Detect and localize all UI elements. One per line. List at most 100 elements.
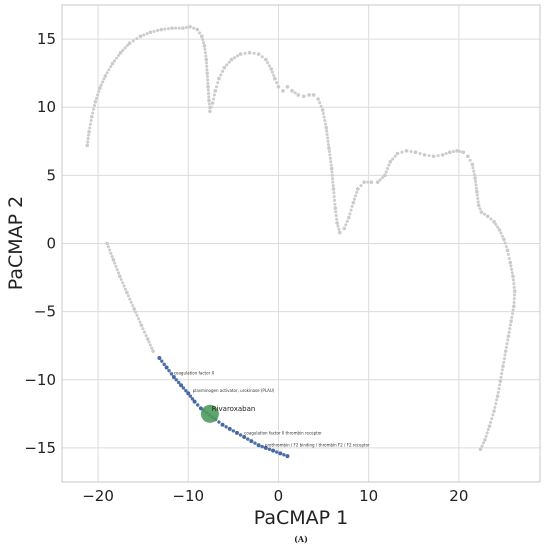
background-point <box>88 122 92 126</box>
background-point <box>507 256 511 261</box>
annotation-label: coagulation factor X <box>174 370 215 375</box>
background-point <box>503 241 507 245</box>
background-point <box>325 129 329 133</box>
background-point <box>331 180 335 184</box>
background-point <box>206 78 210 82</box>
background-point <box>219 73 223 77</box>
background-point <box>329 160 333 164</box>
background-point <box>336 224 340 228</box>
background-point <box>206 88 210 92</box>
background-point <box>347 215 351 220</box>
background-point <box>470 162 475 167</box>
background-point <box>138 34 143 39</box>
background-point <box>494 222 498 226</box>
background-point <box>383 173 387 178</box>
background-point <box>436 154 440 158</box>
highlight-point <box>184 388 188 393</box>
background-point <box>105 71 109 75</box>
background-point <box>159 27 164 32</box>
background-point <box>210 101 215 105</box>
annotation-label: plasminogen activator, urokinase (PLAU) <box>193 388 275 393</box>
background-point <box>497 228 502 232</box>
background-point <box>512 282 516 286</box>
background-point <box>145 32 149 36</box>
background-point <box>331 187 336 191</box>
background-point <box>142 33 146 37</box>
background-point <box>499 231 503 235</box>
background-point <box>474 186 478 190</box>
background-point <box>473 176 477 180</box>
background-point <box>354 194 358 198</box>
background-point <box>444 152 448 156</box>
y-tick-label: −5 <box>34 303 56 321</box>
background-point <box>326 139 330 143</box>
background-point <box>320 108 325 112</box>
background-point <box>96 93 100 97</box>
background-point <box>330 173 334 177</box>
background-point <box>366 180 370 184</box>
background-point <box>111 258 116 262</box>
background-point <box>233 56 237 60</box>
background-point <box>493 405 497 409</box>
x-tick-label: 20 <box>449 487 468 505</box>
background-point <box>131 304 135 308</box>
background-point <box>512 304 516 308</box>
background-point <box>348 212 352 216</box>
y-tick-label: −10 <box>24 371 56 389</box>
background-point <box>229 57 234 62</box>
background-point <box>102 77 106 81</box>
highlight-point <box>256 443 261 448</box>
background-point <box>500 234 504 238</box>
background-point <box>207 92 211 96</box>
background-point <box>139 323 144 328</box>
background-point <box>472 169 476 173</box>
background-point <box>331 177 335 181</box>
background-point <box>275 81 279 85</box>
background-point <box>150 346 154 350</box>
background-point <box>156 28 160 32</box>
background-point <box>142 330 147 334</box>
background-point <box>510 312 515 316</box>
background-point <box>461 150 466 154</box>
background-point <box>148 343 152 347</box>
background-point <box>205 68 209 72</box>
background-point <box>500 372 504 376</box>
background-point <box>222 65 227 70</box>
background-point <box>495 394 500 398</box>
background-point <box>266 61 270 65</box>
background-point <box>201 37 205 42</box>
background-point <box>103 74 108 78</box>
background-point <box>152 29 156 33</box>
y-tick-label: 10 <box>37 98 56 116</box>
background-point <box>202 41 206 45</box>
background-point <box>285 84 290 89</box>
background-point <box>501 364 505 368</box>
background-point <box>188 25 192 29</box>
background-point <box>204 57 209 62</box>
background-point <box>431 154 436 159</box>
focus-point <box>200 404 219 423</box>
background-point <box>136 317 141 321</box>
background-point <box>404 149 409 153</box>
background-point <box>509 264 513 268</box>
background-point <box>486 428 490 432</box>
background-point <box>114 264 118 268</box>
background-point <box>326 136 330 140</box>
background-point <box>329 163 333 167</box>
background-point <box>225 63 229 67</box>
background-point <box>511 308 515 312</box>
background-point <box>99 83 103 87</box>
y-axis-label: PaCMAP 2 <box>5 196 27 291</box>
background-point <box>174 26 178 30</box>
background-point <box>494 402 498 406</box>
background-point <box>510 267 514 271</box>
background-point <box>121 48 125 52</box>
background-point <box>125 290 129 295</box>
background-point <box>497 387 501 391</box>
background-point <box>108 248 112 252</box>
background-point <box>502 357 506 361</box>
background-point <box>490 417 494 421</box>
background-point <box>181 26 185 30</box>
background-point <box>471 166 475 170</box>
